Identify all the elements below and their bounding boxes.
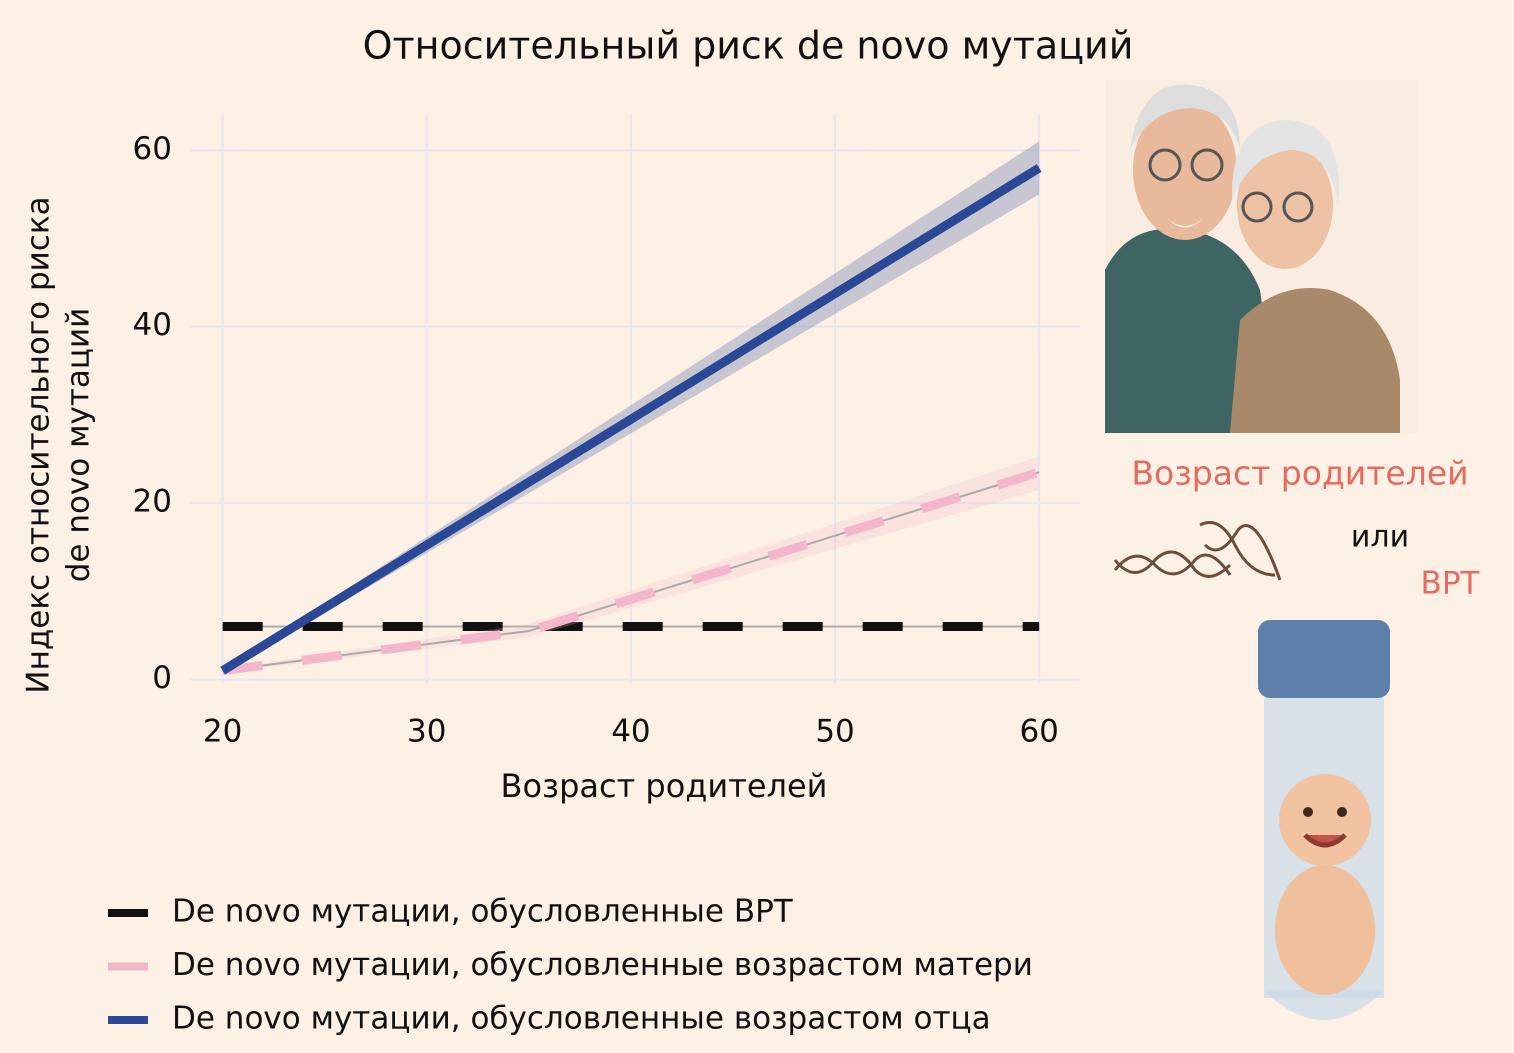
- annotation: Возраст родителей: [1131, 454, 1468, 493]
- legend-label: De novo мутации, обусловленные ВРТ: [172, 894, 794, 930]
- legend: De novo мутации, обусловленные ВРТ De nov…: [108, 894, 1033, 1037]
- confidence-band: [222, 141, 1040, 673]
- x-tick-label: 20: [203, 714, 242, 750]
- y-axis-label: de novo мутаций: [61, 308, 97, 583]
- legend-label: De novo мутации, обусловленные возрастом…: [172, 947, 1033, 983]
- x-axis-label: Возраст родителей: [501, 767, 828, 805]
- x-tick-label: 40: [611, 714, 650, 750]
- dna-icon: [1113, 521, 1282, 581]
- x-tick-label: 60: [1019, 714, 1058, 750]
- chart-title: Относительный риск de novo мутаций: [363, 24, 1134, 68]
- couple-illustration: [1105, 80, 1418, 433]
- annotation: ВРТ: [1421, 566, 1481, 602]
- x-tick-label: 30: [407, 714, 446, 750]
- y-tick-label: 60: [133, 131, 172, 167]
- line: [220, 164, 1042, 675]
- legend-label: De novo мутации, обусловленные возрастом…: [172, 1001, 991, 1037]
- y-tick-label: 40: [133, 307, 172, 343]
- annotation: или: [1351, 520, 1409, 555]
- y-tick-label: 0: [152, 660, 172, 696]
- y-tick-label: 20: [133, 484, 172, 520]
- x-tick-label: 50: [815, 714, 854, 750]
- plot-area: 20 30 40 50 60 0 20 40 60: [133, 115, 1080, 750]
- test-tube-illustration: [1258, 620, 1390, 1020]
- y-axis-label: Индекс относительного риска: [21, 196, 57, 693]
- line: [222, 467, 1041, 676]
